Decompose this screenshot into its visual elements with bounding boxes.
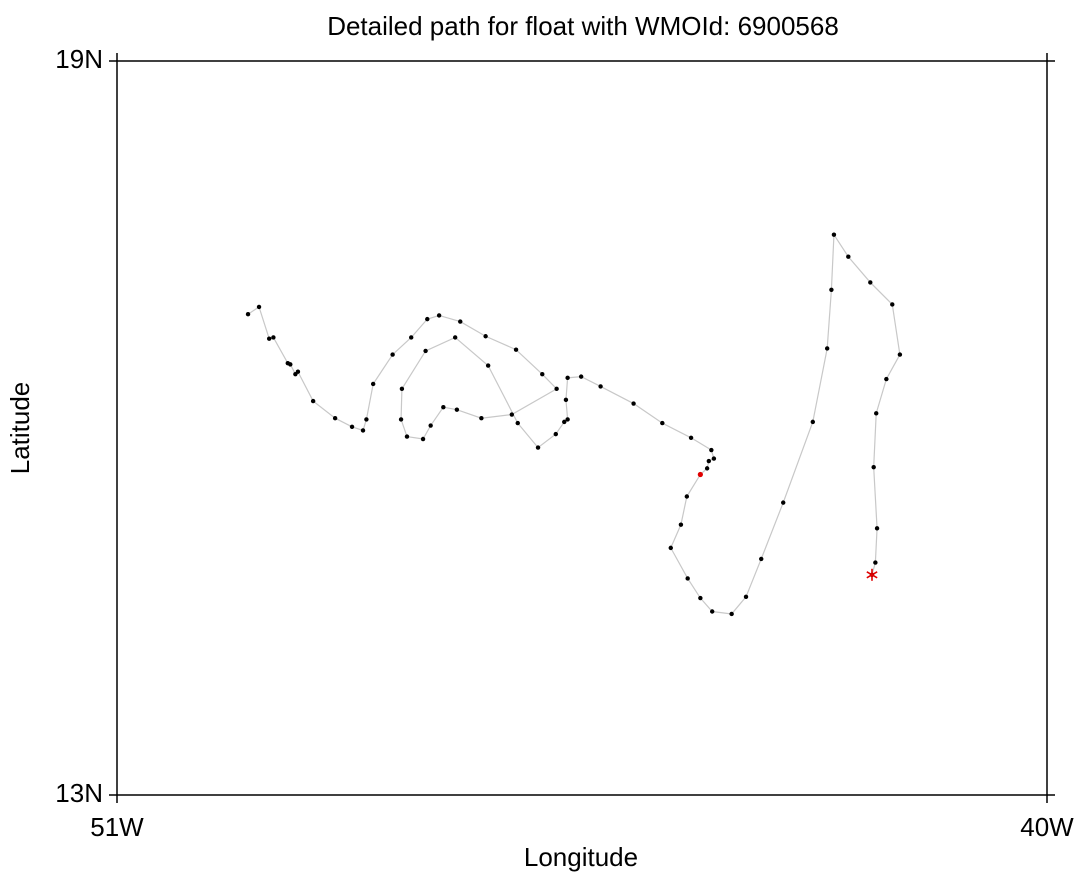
position-dot [660, 420, 665, 426]
position-dot [698, 595, 703, 601]
position-dot [479, 416, 484, 421]
position-dot [706, 458, 712, 464]
position-dot [688, 435, 694, 440]
position-dot [874, 526, 880, 531]
position-dot [420, 436, 426, 442]
position-dot [884, 376, 889, 382]
position-dot [562, 419, 567, 425]
x-tick-label: 51W [90, 812, 144, 842]
position-dot [409, 335, 414, 340]
position-dot [271, 335, 276, 340]
position-dot [678, 522, 684, 527]
position-dot [436, 313, 442, 318]
position-dot [441, 405, 446, 410]
position-dot [452, 335, 458, 340]
y-tick-label: 13N [55, 778, 103, 808]
position-dot [310, 398, 316, 404]
end-marker [866, 568, 878, 581]
position-dot [370, 381, 376, 387]
position-dot [513, 347, 519, 352]
position-dot [710, 609, 715, 614]
position-dot [266, 336, 272, 341]
position-dot [684, 494, 690, 499]
position-dot [398, 417, 404, 422]
position-dot [349, 424, 355, 429]
position-dot [890, 302, 895, 307]
position-dot [295, 369, 301, 374]
position-dot [245, 312, 251, 317]
position-dot [781, 500, 786, 505]
star-stroke [866, 571, 878, 579]
position-dot [256, 304, 262, 310]
position-dot [288, 362, 293, 367]
position-dot [598, 384, 603, 389]
position-dot [578, 374, 584, 379]
position-dot [485, 363, 491, 368]
position-dot [425, 316, 430, 322]
position-dot [743, 594, 749, 600]
position-dot [509, 412, 515, 417]
position-dot [390, 352, 395, 357]
position-dot [515, 420, 520, 426]
position-dot [404, 434, 410, 439]
position-dot [565, 375, 570, 381]
position-dot [454, 407, 460, 412]
position-dot [759, 556, 764, 562]
float-path [247, 232, 901, 615]
position-dot [897, 352, 903, 357]
position-dot [810, 419, 816, 425]
plot-frame [116, 60, 1048, 796]
y-axis-label: Latitude [5, 382, 35, 475]
position-dot [483, 334, 488, 339]
position-dot [711, 456, 717, 461]
position-dot [428, 423, 433, 428]
position-dot [540, 371, 545, 377]
highlight-dot [697, 471, 703, 478]
position-dot [824, 346, 830, 351]
y-tick-label: 19N [55, 44, 103, 74]
position-dot [631, 401, 636, 406]
position-dot [685, 576, 690, 581]
position-dot [535, 445, 541, 450]
position-dot [846, 254, 851, 259]
position-dot [364, 417, 369, 422]
position-dot [709, 447, 714, 453]
x-tick-label: 40W [1020, 812, 1074, 842]
position-dot [554, 386, 559, 392]
position-dot [871, 464, 876, 470]
position-dot [829, 287, 834, 292]
chart-title: Detailed path for float with WMOId: 6900… [327, 11, 839, 41]
position-dot [332, 416, 338, 421]
position-dot [704, 466, 710, 471]
position-dot [553, 431, 558, 437]
position-dot [360, 428, 366, 433]
position-dot [563, 397, 569, 403]
position-dot [868, 280, 873, 285]
x-axis-label: Longitude [524, 842, 638, 872]
position-dot [874, 411, 879, 416]
position-dot [831, 232, 837, 237]
position-dot [668, 545, 673, 551]
position-dot [399, 386, 405, 392]
position-dot [873, 560, 878, 565]
position-dot [729, 611, 734, 617]
position-dot [458, 319, 463, 324]
position-dot [423, 348, 428, 354]
position-dot [565, 417, 570, 422]
